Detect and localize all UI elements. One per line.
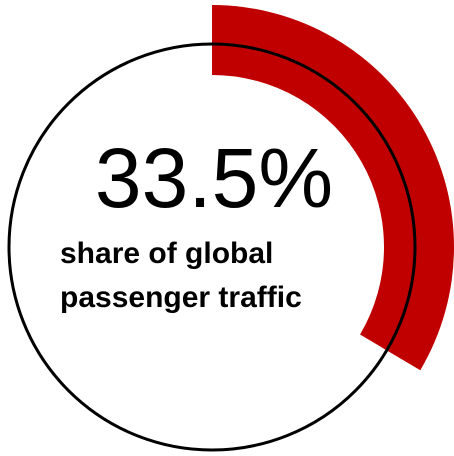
donut-segment [212,5,454,371]
caption-line: share of global [60,237,273,270]
value-label: 33.5% [95,131,333,225]
caption-line: passenger traffic [60,281,302,314]
ring-outline [7,42,417,452]
